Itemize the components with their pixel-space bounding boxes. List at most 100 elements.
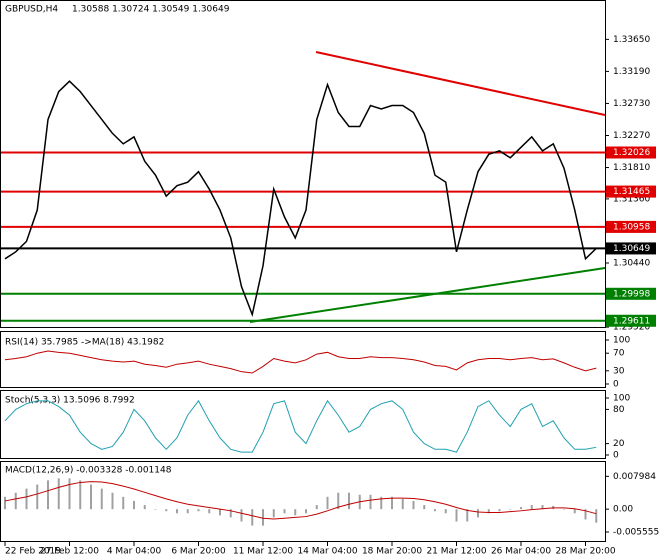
level-label: 1.31465 [613,187,650,197]
macd-bar [197,509,200,512]
macd-bar [294,509,297,516]
level-label: 1.30958 [613,222,650,232]
y-tick-label: 0 [613,380,619,390]
y-tick-label: 100 [613,394,630,404]
macd-bar [283,509,286,514]
indicator-title: GBPUSD,H4 [5,5,58,15]
indicator-title: RSI(14) 35.7985 ->MA(18) 43.1982 [5,338,164,348]
y-tick-label: 20 [613,439,625,449]
y-tick-label: 1.31810 [613,163,650,173]
x-tick-label: 27 Feb 12:00 [40,547,99,557]
y-tick-label: 1.33650 [613,35,650,45]
macd-bar [584,509,587,520]
series-line [4,350,597,374]
price-panel [0,0,606,328]
macd-bar [541,505,544,510]
macd-bar [100,488,103,510]
macd-bar [229,509,232,518]
macd-bar [498,509,501,512]
level-badge [606,146,656,159]
macd-bar [423,505,426,510]
macd-bar [563,509,565,510]
y-tick-label: 1.32730 [613,99,650,109]
macd-bar [380,496,383,510]
macd-bar [219,509,221,516]
level-label: 1.29998 [613,289,650,299]
y-tick-label: 70 [613,349,625,359]
level-label: 1.32026 [613,148,650,158]
macd-bar [595,509,598,523]
series-line [4,481,597,520]
x-tick-label: 28 Mar 20:00 [555,547,615,557]
y-tick-label: 0.007984 [613,472,656,482]
macd-bar [262,509,264,526]
y-tick-label: 80 [613,405,625,415]
level-badge [606,242,656,255]
x-tick-label: 18 Mar 20:00 [362,547,422,557]
macd-bar [455,509,458,522]
x-tick-label: 11 Mar 12:00 [233,547,293,557]
resistance-trendline [315,51,606,116]
macd-bar [14,492,17,510]
macd-bar [466,509,469,522]
level-badge [606,287,656,300]
macd-bar [143,505,146,510]
x-tick-label: 26 Mar 04:00 [491,547,551,557]
macd-bar [401,498,404,510]
macd-bar [154,509,157,510]
macd-bar [47,480,49,510]
y-tick-label: 0.00 [613,505,633,515]
macd-bar [369,494,372,510]
y-tick-label: 1.31360 [613,194,650,204]
macd-bar [57,478,60,510]
x-tick-label: 21 Mar 12:00 [426,547,486,557]
price-quote: 1.30588 1.30724 1.30549 1.30649 [72,5,230,15]
macd-bar [4,496,6,510]
indicator-title: Stoch(5,3,3) 13.5096 8.7992 [5,396,135,406]
macd-bar [326,496,329,510]
level-badge [606,185,656,198]
x-tick-label: 22 Feb 2019 [5,547,61,557]
macd-bar [111,492,114,510]
level-label: 1.29611 [613,316,650,326]
macd-bar [251,509,254,526]
y-tick-label: 0 [613,451,619,461]
level-label: 1.30649 [613,244,650,254]
macd-bar [444,509,447,514]
y-tick-label: 1.30440 [613,258,650,268]
macd-bar [520,507,522,510]
macd-bar [272,509,275,518]
macd-bar [90,484,92,510]
macd-bar [412,500,415,510]
macd-bar [477,509,479,518]
support-trendline [249,267,606,323]
macd-bar [487,509,490,514]
series-line [4,399,597,453]
macd-bar [305,509,307,514]
macd-bar [165,509,168,512]
y-tick-label: 1.29520 [613,323,650,333]
x-tick-label: 14 Mar 04:00 [297,547,357,557]
macd-bar [337,492,340,510]
stoch-panel [0,390,606,459]
y-tick-label: -0.005555 [613,528,659,538]
macd-bar [25,488,28,510]
x-tick-label: 6 Mar 20:00 [171,547,226,557]
level-badge [606,220,656,233]
series-line [4,80,597,318]
macd-bar [36,484,39,510]
macd-bar [68,478,71,510]
macd-bar [315,505,318,510]
macd-bar [240,509,243,522]
y-tick-label: 1.33190 [613,67,650,77]
macd-bar [348,492,350,510]
macd-bar [391,496,393,510]
indicator-title: MACD(12,26,9) -0.003328 -0.001148 [5,466,172,476]
macd-bar [176,509,178,514]
macd-bar [208,509,211,514]
level-badge [606,314,656,327]
macd-bar [509,509,512,510]
macd-panel [0,461,606,542]
macd-bar [122,496,125,510]
